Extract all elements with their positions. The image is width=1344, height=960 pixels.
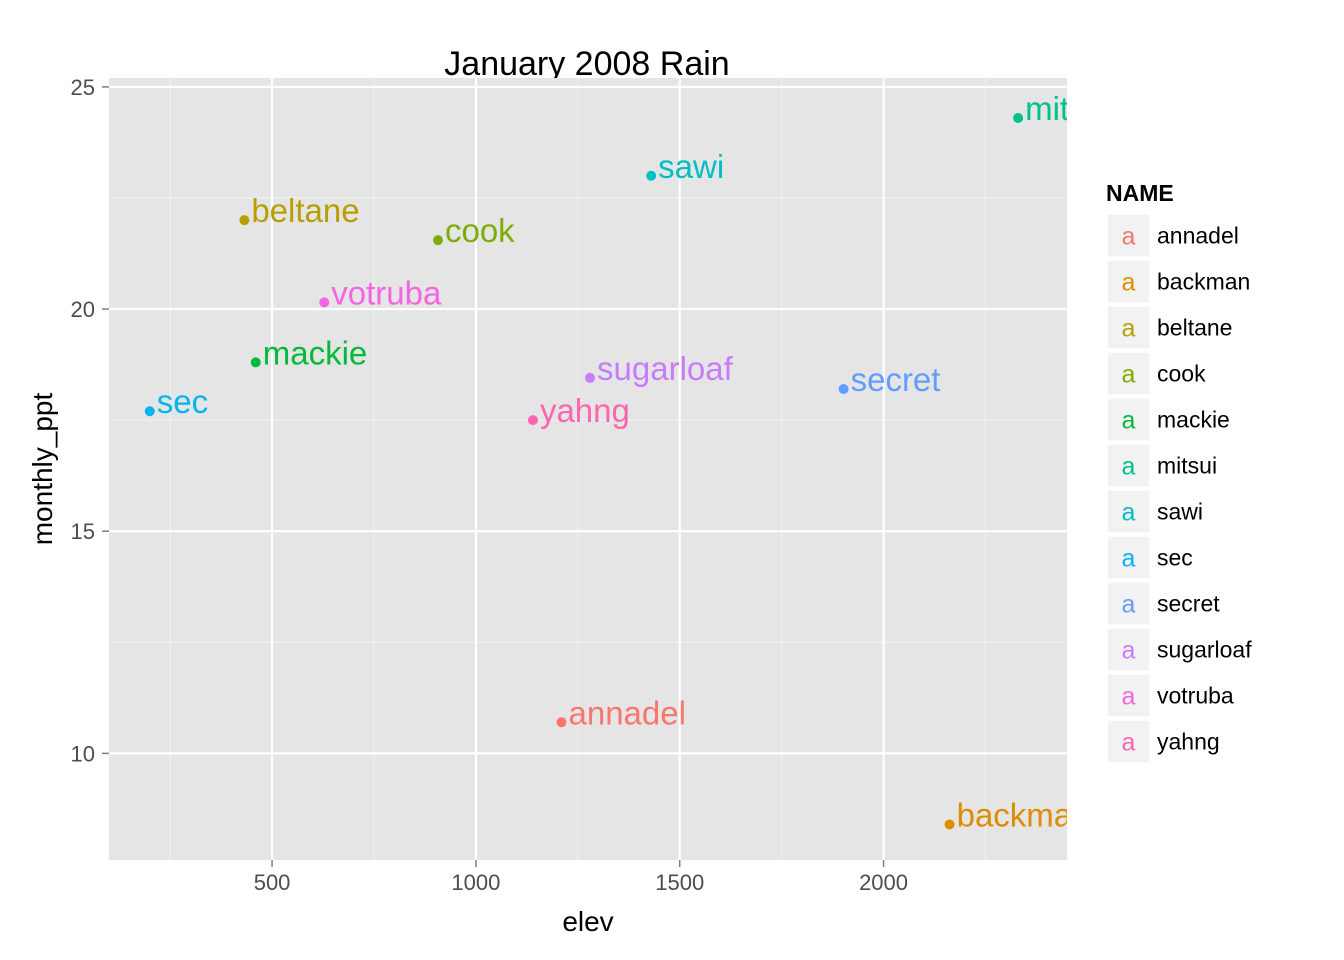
legend-label-backman: backman — [1157, 269, 1250, 295]
point-label-mitsui: mitsui — [1025, 90, 1111, 127]
grid-major — [109, 78, 1067, 860]
legend-label-sawi: sawi — [1157, 499, 1203, 525]
legend-label-votruba: votruba — [1157, 683, 1234, 709]
legend-key-sawi — [1106, 489, 1151, 534]
legend-label-mitsui: mitsui — [1157, 453, 1217, 479]
y-tick-label: 15 — [71, 519, 95, 544]
data-points: annadel backman beltane cook mackie mitsui saw… — [144, 90, 1111, 833]
legend-label-sec: sec — [1157, 545, 1193, 571]
y-axis: 10 15 20 25 — [71, 75, 109, 766]
y-tick-label: 10 — [71, 741, 95, 766]
data-point-beltane — [239, 215, 250, 226]
chart-title: January 2008 Rain — [444, 45, 729, 83]
y-tick-label: 20 — [71, 297, 95, 322]
y-tick-label: 25 — [71, 75, 95, 100]
legend-key-glyph: a — [1122, 637, 1136, 665]
x-axis: 500 1000 1500 2000 — [254, 860, 908, 895]
point-label-votruba: votruba — [331, 274, 442, 311]
x-axis-title: elev — [562, 906, 613, 937]
legend-label-sugarloaf: sugarloaf — [1157, 637, 1252, 663]
point-label-sugarloaf: sugarloaf — [597, 350, 734, 387]
legend-key-beltane — [1106, 305, 1151, 350]
legend-key-sec — [1106, 535, 1151, 580]
data-point-secret — [838, 384, 849, 395]
legend-key-secret — [1106, 581, 1151, 626]
legend-label-secret: secret — [1157, 591, 1220, 617]
legend-key-glyph: a — [1122, 407, 1136, 435]
legend-key-cook — [1106, 351, 1151, 396]
data-point-yahng — [527, 415, 538, 426]
legend-key-glyph: a — [1122, 729, 1136, 757]
legend-key-annadel — [1106, 213, 1151, 258]
data-point-backman — [944, 819, 955, 830]
point-label-sawi: sawi — [658, 148, 724, 185]
legend-key-glyph: a — [1122, 453, 1136, 481]
legend-label-mackie: mackie — [1157, 407, 1230, 433]
data-point-sec — [144, 406, 155, 417]
point-label-cook: cook — [445, 212, 515, 249]
legend-key-glyph: a — [1122, 591, 1136, 619]
point-label-annadel: annadel — [569, 694, 686, 731]
point-label-beltane: beltane — [251, 192, 359, 229]
legend-title: NAME — [1106, 180, 1174, 206]
legend-key-glyph: a — [1122, 361, 1136, 389]
legend-key-glyph: a — [1122, 269, 1136, 297]
point-label-sec: sec — [157, 383, 208, 420]
point-label-mackie: mackie — [263, 334, 368, 371]
x-tick-label: 1500 — [655, 870, 704, 895]
point-label-backman: backman — [957, 796, 1091, 833]
legend-key-glyph: a — [1122, 499, 1136, 527]
data-point-sugarloaf — [585, 372, 596, 383]
legend-key-glyph: a — [1122, 683, 1136, 711]
x-tick-label: 500 — [254, 870, 291, 895]
data-point-mackie — [250, 357, 261, 368]
legend-label-annadel: annadel — [1157, 223, 1239, 249]
legend-key-mackie — [1106, 397, 1151, 442]
x-tick-label: 1000 — [451, 870, 500, 895]
legend-label-yahng: yahng — [1157, 729, 1220, 755]
legend-label-cook: cook — [1157, 361, 1206, 387]
data-point-votruba — [319, 297, 330, 308]
data-point-mitsui — [1013, 112, 1024, 123]
legend-key-backman — [1106, 259, 1151, 304]
data-point-sawi — [646, 170, 657, 181]
legend-key-mitsui — [1106, 443, 1151, 488]
data-point-cook — [432, 235, 443, 246]
legend-key-glyph: a — [1122, 545, 1136, 573]
point-label-yahng: yahng — [540, 392, 630, 429]
legend-key-glyph: a — [1122, 315, 1136, 343]
x-tick-label: 2000 — [859, 870, 908, 895]
legend-key-sugarloaf — [1106, 627, 1151, 672]
grid-minor — [109, 78, 1067, 860]
data-point-annadel — [556, 717, 567, 728]
point-label-secret: secret — [851, 361, 941, 398]
plot-panel — [109, 78, 1067, 860]
legend-key-yahng — [1106, 719, 1151, 764]
legend-label-beltane: beltane — [1157, 315, 1232, 341]
y-axis-title: monthly_ppt — [27, 393, 58, 546]
legend-key-glyph: a — [1122, 223, 1136, 251]
legend-key-votruba — [1106, 673, 1151, 718]
